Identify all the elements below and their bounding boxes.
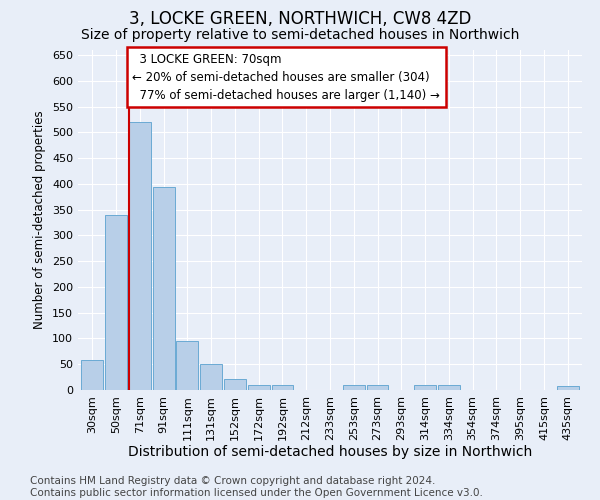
Text: Contains HM Land Registry data © Crown copyright and database right 2024.
Contai: Contains HM Land Registry data © Crown c… [30, 476, 483, 498]
Bar [343, 385, 365, 390]
Bar [367, 385, 388, 390]
Bar [272, 385, 293, 390]
Bar [224, 378, 246, 390]
Bar [200, 364, 222, 390]
Bar [438, 385, 460, 390]
Bar [248, 385, 269, 390]
Y-axis label: Number of semi-detached properties: Number of semi-detached properties [34, 110, 46, 330]
Bar [557, 386, 578, 390]
Bar [82, 360, 103, 390]
Bar [105, 215, 127, 390]
Bar [414, 385, 436, 390]
Text: 3, LOCKE GREEN, NORTHWICH, CW8 4ZD: 3, LOCKE GREEN, NORTHWICH, CW8 4ZD [129, 10, 471, 28]
X-axis label: Distribution of semi-detached houses by size in Northwich: Distribution of semi-detached houses by … [128, 446, 532, 460]
Bar [129, 122, 151, 390]
Text: Size of property relative to semi-detached houses in Northwich: Size of property relative to semi-detach… [81, 28, 519, 42]
Text: 3 LOCKE GREEN: 70sqm
← 20% of semi-detached houses are smaller (304)
  77% of se: 3 LOCKE GREEN: 70sqm ← 20% of semi-detac… [133, 52, 440, 102]
Bar [152, 186, 175, 390]
Bar [176, 341, 198, 390]
